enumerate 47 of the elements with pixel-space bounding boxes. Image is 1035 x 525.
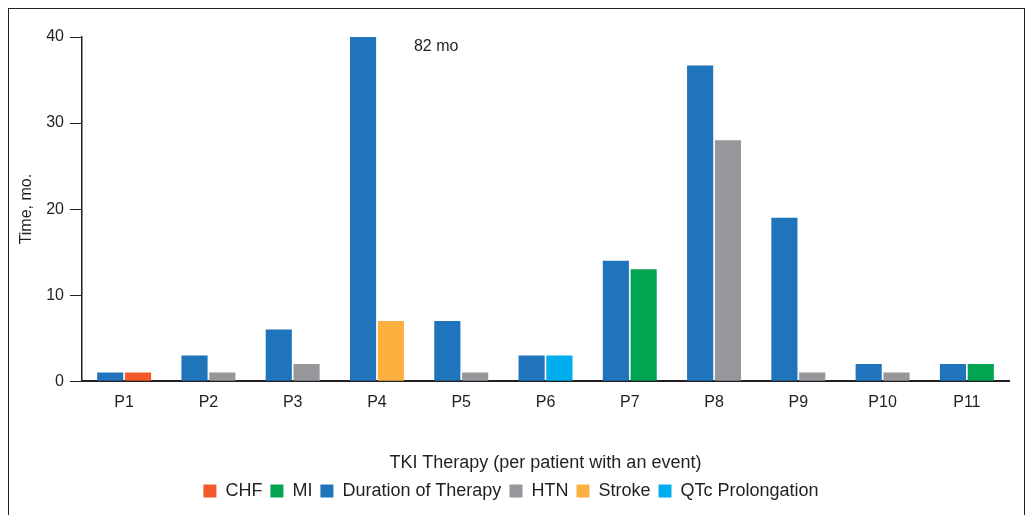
bar xyxy=(349,37,377,381)
bar xyxy=(124,372,152,381)
legend-label: HTN xyxy=(531,479,569,500)
x-axis-title: TKI Therapy (per patient with an event) xyxy=(389,452,702,473)
bar xyxy=(799,372,826,381)
bar xyxy=(883,372,910,381)
annotation: 82 mo xyxy=(413,37,459,55)
x-tick-label: P5 xyxy=(451,393,472,411)
bar xyxy=(462,372,489,381)
bar xyxy=(546,355,573,381)
x-tick-label: P8 xyxy=(704,393,724,411)
y-tick-label: 0 xyxy=(55,371,65,389)
x-tick-label: P3 xyxy=(282,393,303,411)
bar xyxy=(434,320,461,381)
bar xyxy=(687,65,714,381)
y-tick-label: 40 xyxy=(46,27,65,45)
x-tick-label: P1 xyxy=(114,393,135,411)
bar xyxy=(97,372,124,381)
x-tick-label: P11 xyxy=(953,393,981,411)
y-tick-label: 20 xyxy=(46,199,65,217)
bar xyxy=(293,363,320,381)
bar xyxy=(602,260,629,381)
bar xyxy=(855,363,882,381)
bar xyxy=(630,269,657,381)
bar xyxy=(377,320,404,381)
y-axis-title: Time, mo. xyxy=(17,173,35,245)
bar xyxy=(209,372,236,381)
x-tick-label: P6 xyxy=(535,393,556,411)
x-tick-label: P4 xyxy=(367,393,387,411)
bar xyxy=(967,363,994,381)
legend-label: MI xyxy=(292,479,313,500)
y-tick-label: 10 xyxy=(46,285,65,303)
bar xyxy=(265,329,292,381)
x-tick-label: P2 xyxy=(198,393,219,411)
legend-label: CHF xyxy=(225,479,263,500)
x-tick-label: P7 xyxy=(619,393,640,411)
legend-label: QTc Prolongation xyxy=(680,479,819,500)
x-tick-label: P9 xyxy=(788,393,809,411)
bar xyxy=(518,355,545,381)
bar xyxy=(939,363,967,381)
legend-label: Stroke xyxy=(598,479,651,500)
bar xyxy=(771,217,798,381)
y-tick-label: 30 xyxy=(46,113,65,131)
x-tick-label: P10 xyxy=(868,393,897,411)
bar xyxy=(714,140,742,381)
bar xyxy=(181,355,208,381)
legend-label: Duration of Therapy xyxy=(342,479,502,500)
